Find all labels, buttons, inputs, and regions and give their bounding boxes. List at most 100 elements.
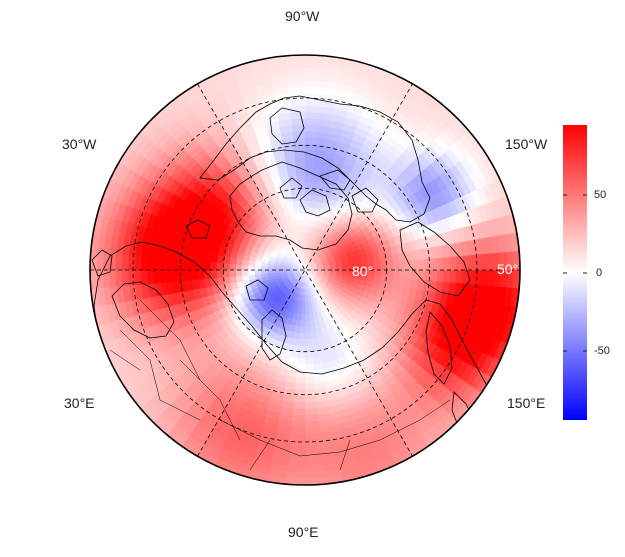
field-cell xyxy=(304,414,319,423)
field-cell xyxy=(304,389,317,397)
field-cell xyxy=(304,420,320,429)
field-cell xyxy=(512,250,520,271)
field-cell xyxy=(304,143,317,151)
field-cell xyxy=(171,258,180,271)
field-cell xyxy=(304,471,324,479)
field-cell xyxy=(108,252,117,271)
field-cell xyxy=(304,117,319,126)
field-cell xyxy=(443,256,451,271)
lon-label-90e: 90°E xyxy=(288,524,319,540)
field-cell xyxy=(304,136,317,145)
field-cell xyxy=(286,471,306,479)
field-cell xyxy=(481,253,489,271)
field-cell xyxy=(304,383,316,391)
field-cell xyxy=(294,155,306,164)
field-cell xyxy=(455,269,464,285)
field-cell xyxy=(304,408,319,416)
field-cell xyxy=(171,269,180,282)
field-cell xyxy=(216,269,224,279)
field-cell xyxy=(310,331,318,340)
field-cell xyxy=(216,261,224,271)
field-cell xyxy=(304,200,312,208)
field-cell xyxy=(373,269,382,277)
british-isles-coastline xyxy=(91,249,113,277)
field-cell xyxy=(114,253,123,271)
field-cell xyxy=(266,269,274,274)
field-cell xyxy=(140,269,148,285)
field-cell xyxy=(430,258,439,271)
map-boundary-ring xyxy=(89,54,521,486)
meridian-line xyxy=(197,83,413,457)
field-cell xyxy=(443,269,451,284)
north-america-coastline xyxy=(199,95,431,223)
field-cell xyxy=(293,143,306,151)
graticule xyxy=(90,83,520,457)
field-cell xyxy=(184,259,192,271)
field-cell xyxy=(222,269,230,278)
field-cell xyxy=(159,256,167,271)
field-cell xyxy=(304,364,315,372)
field-cell xyxy=(449,269,458,284)
field-cell xyxy=(184,269,192,281)
meridian-line xyxy=(197,83,413,457)
field-cell xyxy=(241,264,249,271)
field-cell xyxy=(304,313,310,321)
field-cell xyxy=(203,260,211,271)
field-cell xyxy=(293,389,306,397)
field-cell xyxy=(424,258,432,271)
field-cell xyxy=(133,254,142,271)
field-cell xyxy=(296,357,306,366)
field-cell xyxy=(235,275,244,283)
field-cell xyxy=(197,269,205,280)
field-cell xyxy=(342,265,350,271)
field-cell xyxy=(304,124,319,132)
field-cell xyxy=(304,294,309,302)
lon-label-30w: 30°W xyxy=(62,136,97,152)
field-cell xyxy=(304,79,322,88)
field-cell xyxy=(299,326,306,334)
field-cell xyxy=(304,446,322,454)
field-cell xyxy=(304,288,308,296)
field-cell xyxy=(304,98,321,107)
field-cell xyxy=(304,376,316,385)
field-cell xyxy=(294,212,301,221)
field-cell xyxy=(241,274,250,282)
field-cell xyxy=(228,263,237,271)
field-cell xyxy=(436,257,445,271)
field-cell xyxy=(373,263,382,271)
field-cell xyxy=(301,231,306,239)
field-cell xyxy=(304,477,325,485)
lon-label-150w: 150°W xyxy=(505,136,548,152)
field-cell xyxy=(386,261,394,271)
field-cell xyxy=(197,260,205,271)
field-cell xyxy=(405,260,413,271)
lat-label-50: 50° xyxy=(497,261,518,277)
field-cell xyxy=(294,383,306,391)
field-cell xyxy=(304,155,316,164)
field-cell xyxy=(178,269,186,282)
field-cell xyxy=(287,464,306,473)
field-cell xyxy=(114,269,123,287)
field-cell xyxy=(152,256,161,271)
svalbard-coastline xyxy=(245,279,269,301)
field-cell xyxy=(304,307,310,315)
field-cell xyxy=(300,225,306,233)
field-cell xyxy=(209,261,218,271)
field-cell xyxy=(304,181,314,189)
country-borders xyxy=(109,299,451,471)
field-cell xyxy=(304,111,320,120)
greenland-coastline xyxy=(229,161,353,251)
field-cell xyxy=(287,67,306,76)
iceland-coastline xyxy=(185,219,211,239)
field-cell xyxy=(304,401,318,410)
field-cell xyxy=(290,427,306,435)
field-cell xyxy=(309,325,317,334)
field-cell xyxy=(300,219,306,227)
field-cell xyxy=(304,73,323,82)
canadian-archipelago-coastline xyxy=(279,169,379,217)
colorbar-label-neg50: -50 xyxy=(594,345,610,357)
field-cell xyxy=(455,255,464,271)
field-cell xyxy=(165,269,174,283)
